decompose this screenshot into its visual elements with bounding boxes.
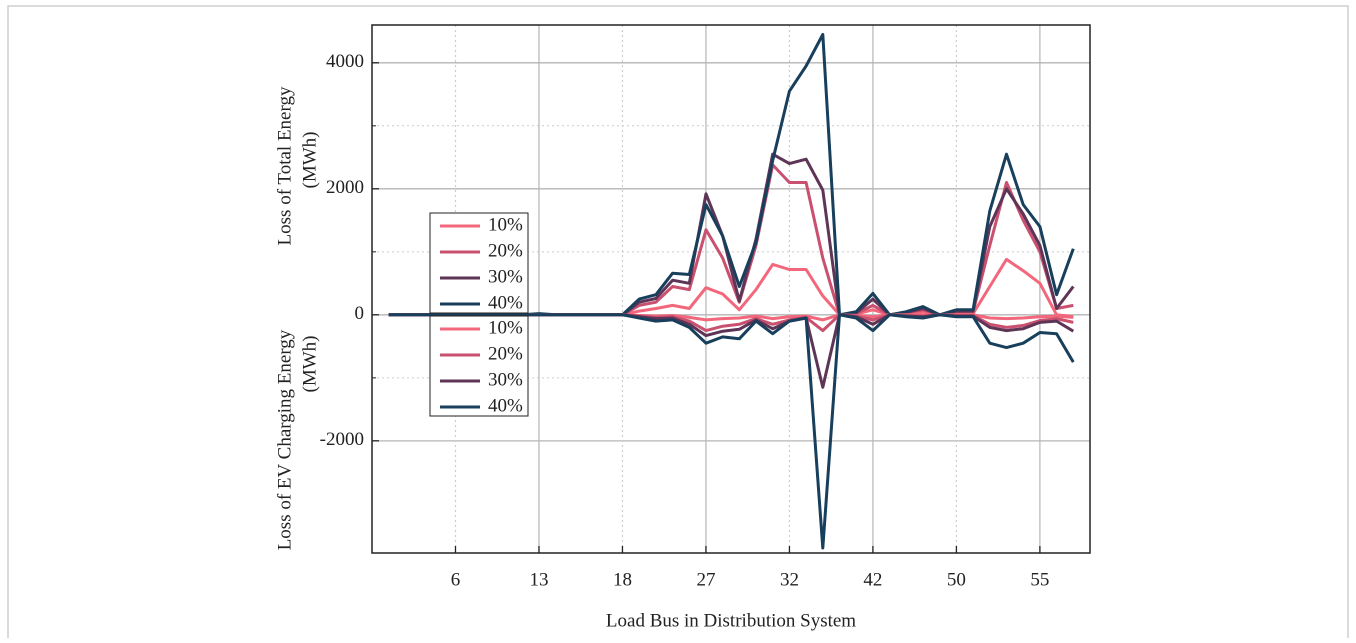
legend-label: 20% [488, 240, 523, 261]
y-axis-title: Loss of EV Charging Energy [274, 329, 295, 550]
legend-label: 30% [488, 369, 523, 390]
plot-frame [371, 24, 1091, 554]
legend-label: 10% [488, 317, 523, 338]
y-tick-label: -2000 [320, 429, 364, 450]
y-axis-unit: (MWh) [299, 132, 320, 189]
y-tick-label: 4000 [326, 51, 364, 72]
y-tick-label: 2000 [326, 177, 364, 198]
series-line [388, 313, 1075, 550]
legend-box [429, 212, 529, 314]
x-tick-label: 42 [863, 569, 882, 590]
y-axis-unit: (MWh) [299, 336, 320, 393]
page-frame [7, 5, 1349, 643]
x-tick-label: 13 [529, 569, 548, 590]
x-tick-label: 18 [613, 569, 632, 590]
x-tick-label: 50 [947, 569, 966, 590]
x-tick-label: 6 [451, 569, 461, 590]
legend-label: 10% [488, 214, 523, 235]
legend-label: 40% [488, 292, 523, 313]
legend-label: 40% [488, 395, 523, 416]
x-tick-label: 55 [1030, 569, 1049, 590]
lines [388, 33, 1075, 550]
legend-label: 20% [488, 343, 523, 364]
x-tick-label: 27 [696, 569, 715, 590]
legend-label: 30% [488, 266, 523, 287]
x-axis-title: Load Bus in Distribution System [606, 610, 856, 631]
legend-box [429, 315, 529, 417]
y-tick-label: 0 [355, 303, 365, 324]
x-tick-label: 32 [780, 569, 799, 590]
y-axis-title: Loss of Total Energy [274, 86, 295, 245]
